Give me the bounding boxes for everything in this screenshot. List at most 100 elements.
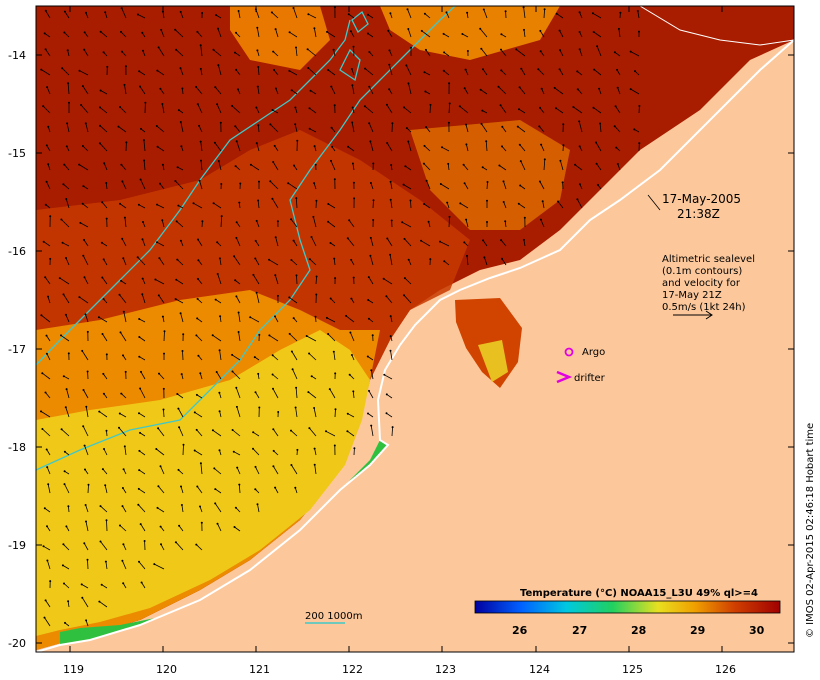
- velocity-arrow: [216, 104, 222, 114]
- velocity-arrow: [180, 313, 184, 323]
- velocity-arrow-head: [349, 30, 352, 33]
- lat-label: -19: [8, 539, 26, 552]
- velocity-arrow: [63, 183, 70, 190]
- velocity-arrow-head: [218, 257, 221, 260]
- velocity-arrow-head: [540, 143, 543, 146]
- velocity-arrow: [101, 202, 108, 209]
- velocity-arrow: [104, 485, 108, 494]
- velocity-arrow-head: [154, 278, 157, 281]
- velocity-arrow-head: [155, 125, 158, 127]
- velocity-arrow: [180, 121, 184, 133]
- velocity-arrow: [64, 483, 70, 494]
- velocity-arrow-head: [599, 122, 602, 125]
- velocity-arrow: [352, 85, 355, 95]
- velocity-arrow: [197, 31, 203, 38]
- velocity-arrow-head: [42, 105, 45, 108]
- velocity-arrow: [200, 463, 203, 475]
- velocity-arrow: [272, 428, 279, 437]
- velocity-arrow: [309, 427, 317, 437]
- velocity-arrow-head: [234, 51, 236, 54]
- velocity-arrow: [273, 69, 279, 76]
- velocity-arrow-head: [43, 32, 46, 35]
- velocity-arrow: [482, 240, 488, 247]
- velocity-arrow-head: [290, 89, 293, 92]
- velocity-arrow-head: [123, 216, 126, 219]
- velocity-arrow: [444, 260, 450, 266]
- velocity-arrow: [309, 128, 317, 133]
- velocity-arrow-head: [136, 256, 139, 259]
- velocity-arrow: [61, 67, 70, 76]
- velocity-arrow: [197, 103, 203, 114]
- velocity-arrow: [139, 356, 146, 361]
- velocity-arrow: [139, 450, 146, 456]
- velocity-arrow-head: [233, 255, 236, 258]
- velocity-arrow: [520, 160, 526, 171]
- velocity-arrow: [391, 427, 393, 437]
- velocity-arrow-head: [121, 559, 124, 562]
- velocity-arrow: [217, 28, 222, 38]
- velocity-arrow-head: [480, 122, 483, 125]
- velocity-arrow-head: [540, 87, 543, 90]
- velocity-arrow-head: [347, 145, 350, 148]
- velocity-arrow-head: [363, 105, 366, 108]
- velocity-arrow: [80, 222, 89, 228]
- velocity-arrow-head: [350, 68, 353, 70]
- velocity-arrow-head: [83, 238, 85, 241]
- velocity-arrow: [65, 198, 70, 209]
- velocity-arrow: [158, 486, 165, 494]
- velocity-arrow-head: [404, 165, 407, 168]
- velocity-arrow-head: [139, 431, 141, 434]
- velocity-arrow-head: [158, 372, 160, 375]
- velocity-arrow-head: [370, 369, 373, 372]
- velocity-arrow: [330, 86, 336, 95]
- velocity-arrow-head: [235, 405, 238, 408]
- lon-label: 119: [63, 663, 84, 676]
- velocity-arrow-head: [144, 101, 147, 104]
- velocity-arrow: [82, 255, 89, 266]
- velocity-arrow: [83, 49, 89, 57]
- velocity-arrow: [274, 274, 279, 285]
- velocity-arrow-head: [314, 315, 317, 318]
- velocity-arrow-head: [81, 145, 84, 147]
- velocity-arrow: [197, 278, 203, 285]
- velocity-arrow-head: [105, 519, 108, 522]
- velocity-arrow-head: [123, 83, 126, 86]
- velocity-arrow: [334, 409, 336, 418]
- velocity-arrow-head: [465, 218, 468, 221]
- velocity-arrow-head: [519, 184, 522, 187]
- velocity-arrow-head: [216, 522, 219, 525]
- velocity-arrow-head: [348, 219, 351, 222]
- velocity-arrow-head: [307, 67, 310, 69]
- velocity-arrow-head: [389, 315, 392, 318]
- velocity-arrow-head: [538, 125, 541, 128]
- velocity-arrow-head: [367, 317, 370, 320]
- velocity-arrow: [45, 600, 51, 608]
- velocity-arrow: [543, 159, 546, 171]
- velocity-arrow: [257, 125, 260, 133]
- velocity-arrow-head: [369, 236, 372, 239]
- velocity-arrow-head: [274, 315, 276, 318]
- velocity-arrow: [195, 86, 203, 95]
- velocity-arrow: [577, 199, 583, 209]
- velocity-arrow: [162, 103, 165, 114]
- velocity-arrow-head: [613, 51, 616, 54]
- velocity-arrow-head: [391, 122, 394, 125]
- velocity-arrow: [290, 430, 298, 437]
- velocity-arrow-head: [366, 355, 369, 358]
- velocity-arrow: [423, 163, 431, 171]
- velocity-arrow-head: [68, 101, 70, 104]
- velocity-arrow-head: [142, 139, 145, 142]
- velocity-arrow-head: [486, 221, 488, 223]
- velocity-arrow-head: [47, 295, 49, 298]
- velocity-arrow-head: [161, 163, 164, 166]
- velocity-arrow: [480, 89, 488, 95]
- velocity-arrow-head: [196, 485, 199, 488]
- velocity-arrow: [65, 407, 70, 418]
- velocity-arrow-head: [352, 45, 355, 48]
- velocity-arrow-head: [427, 220, 430, 223]
- velocity-arrow: [313, 182, 317, 190]
- velocity-arrow-head: [292, 317, 295, 320]
- velocity-arrow: [196, 544, 203, 551]
- velocity-arrow-head: [559, 159, 562, 162]
